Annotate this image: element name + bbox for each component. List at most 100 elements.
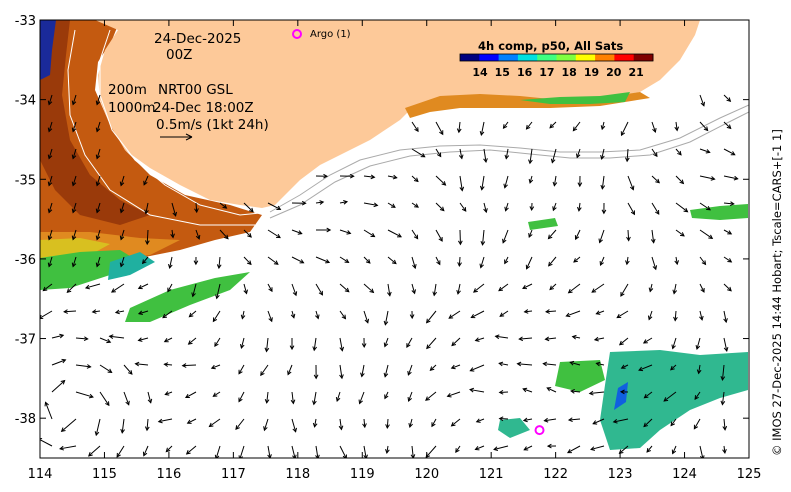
sst-coastal-green <box>520 92 630 104</box>
current-arrow <box>545 309 557 314</box>
current-arrow <box>504 148 510 160</box>
current-arrow <box>164 391 173 396</box>
current-arrow <box>670 364 677 371</box>
current-arrow <box>71 229 77 241</box>
argo-float-marker[interactable] <box>534 425 545 436</box>
current-arrow <box>670 418 677 427</box>
current-arrow <box>315 283 323 296</box>
current-arrow <box>457 229 463 246</box>
current-arrow <box>552 175 558 187</box>
current-arrow <box>191 283 197 298</box>
current-arrow <box>84 283 101 290</box>
current-arrow <box>114 309 125 315</box>
current-arrow <box>435 256 441 266</box>
current-arrow <box>694 391 701 401</box>
current-arrow <box>723 201 735 206</box>
current-arrow <box>267 229 281 239</box>
current-arrow <box>116 445 125 458</box>
current-arrow <box>459 175 465 192</box>
current-arrow <box>671 337 677 350</box>
current-arrow <box>239 337 245 349</box>
current-arrow <box>723 256 733 263</box>
sst-blue-streak <box>614 382 628 410</box>
current-arrow <box>291 445 297 458</box>
current-arrow <box>651 121 657 133</box>
sst-teal-southeast <box>600 350 748 450</box>
current-arrow <box>123 391 130 406</box>
current-arrow <box>498 416 509 422</box>
time-label: 00Z <box>166 47 192 63</box>
colorbar-segment <box>460 54 480 61</box>
lon-tick-label: 122 <box>543 467 568 482</box>
current-arrow <box>47 202 53 214</box>
argo-legend-label: Argo (1) <box>310 29 351 40</box>
current-arrow <box>410 445 416 458</box>
current-arrow <box>363 445 368 458</box>
current-arrow <box>546 387 557 393</box>
current-arrow <box>216 256 222 270</box>
current-arrow <box>119 202 125 214</box>
current-arrow <box>75 391 94 399</box>
current-arrow <box>264 391 270 404</box>
current-arrow <box>516 361 533 367</box>
current-arrow <box>651 148 658 158</box>
current-arrow <box>627 175 635 191</box>
current-arrow <box>593 336 605 342</box>
lon-tick-label: 123 <box>608 467 633 482</box>
current-arrow <box>363 310 370 324</box>
colorbar-title: 4h comp, p50, All Sats <box>478 39 623 53</box>
sst-teal-patch-small <box>498 418 530 438</box>
current-arrow <box>503 175 509 189</box>
current-arrow <box>693 418 701 430</box>
current-arrow <box>723 121 732 130</box>
current-arrow <box>162 310 173 319</box>
lon-tick-label: 114 <box>28 467 53 482</box>
sst-green-patch <box>40 250 140 290</box>
current-arrow <box>147 391 153 404</box>
contour-200m <box>99 29 271 216</box>
current-arrow <box>552 202 557 212</box>
current-arrow <box>47 256 53 268</box>
current-arrow <box>387 174 398 180</box>
current-arrow <box>723 94 732 102</box>
current-arrow <box>141 256 149 265</box>
current-arrow <box>522 283 533 290</box>
current-arrow <box>435 148 442 158</box>
current-arrow <box>315 173 329 179</box>
current-vectors <box>40 94 739 458</box>
vector-scale-label: 0.5m/s (1kt 24h) <box>156 117 269 133</box>
current-arrow <box>315 310 320 320</box>
current-arrow <box>567 417 581 423</box>
current-arrow <box>525 121 533 130</box>
current-arrow <box>195 229 201 240</box>
current-arrow <box>144 418 150 432</box>
current-arrow <box>95 229 101 241</box>
current-arrow <box>675 229 685 237</box>
current-arrow <box>575 148 581 159</box>
current-arrow <box>458 148 464 160</box>
current-arrow <box>627 202 636 216</box>
current-arrow <box>383 364 389 378</box>
current-arrow <box>446 391 461 398</box>
current-arrow <box>600 121 606 131</box>
current-arrow <box>47 94 53 106</box>
current-arrow <box>620 364 629 369</box>
current-arrow <box>312 391 317 406</box>
current-arrow <box>648 283 654 293</box>
lat-tick-label: -38 <box>15 412 36 427</box>
current-arrow <box>40 310 53 320</box>
current-arrow <box>572 121 581 132</box>
current-arrow <box>267 202 282 210</box>
current-arrow <box>528 175 534 184</box>
contour-1000m-label: 1000m <box>108 100 156 116</box>
current-arrow <box>358 391 365 405</box>
colorbar-tick-label: 18 <box>562 66 577 79</box>
current-arrow <box>71 202 77 214</box>
sst-green-streak <box>125 272 250 322</box>
current-arrow <box>646 445 653 453</box>
current-arrow <box>95 175 101 187</box>
current-arrow <box>624 148 630 163</box>
current-arrow <box>363 174 376 180</box>
current-arrow <box>479 256 485 269</box>
colorbar-segment <box>614 54 635 61</box>
